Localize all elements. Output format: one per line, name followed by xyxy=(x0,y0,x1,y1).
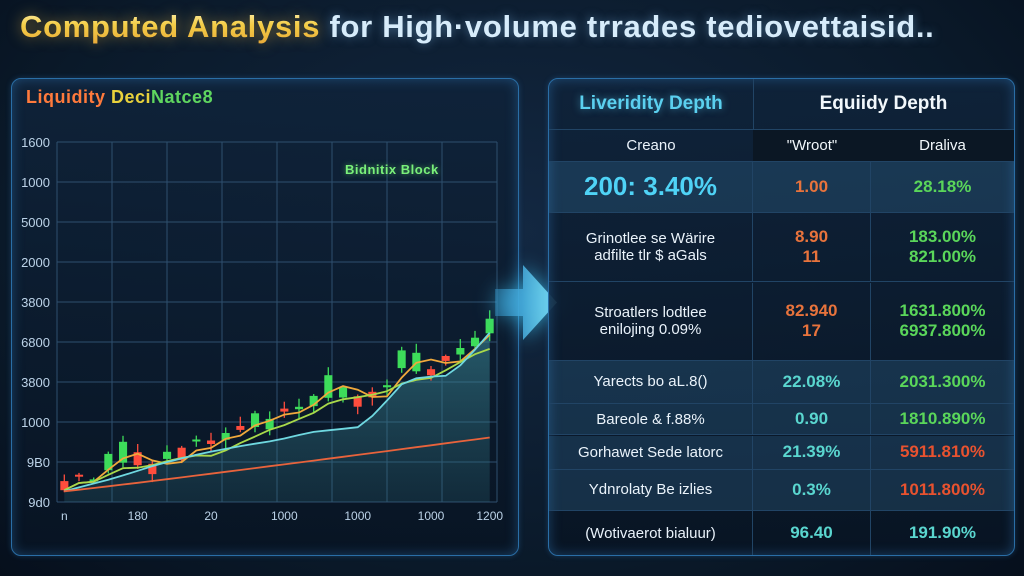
svg-text:2000: 2000 xyxy=(21,255,50,270)
svg-text:180: 180 xyxy=(128,509,148,523)
svg-text:1600: 1600 xyxy=(21,135,50,150)
svg-text:1000: 1000 xyxy=(21,175,50,190)
svg-text:20: 20 xyxy=(204,509,218,523)
svg-text:1000: 1000 xyxy=(418,509,445,523)
svg-text:5000: 5000 xyxy=(21,215,50,230)
svg-text:n: n xyxy=(61,509,68,523)
svg-text:9B0: 9B0 xyxy=(27,455,50,470)
svg-text:3800: 3800 xyxy=(21,375,50,390)
svg-text:6800: 6800 xyxy=(21,335,50,350)
svg-text:9d0: 9d0 xyxy=(28,495,50,510)
svg-text:1000: 1000 xyxy=(344,509,371,523)
svg-text:1200: 1200 xyxy=(476,509,503,523)
svg-text:1000: 1000 xyxy=(271,509,298,523)
svg-text:1000: 1000 xyxy=(21,415,50,430)
svg-text:3800: 3800 xyxy=(21,295,50,310)
